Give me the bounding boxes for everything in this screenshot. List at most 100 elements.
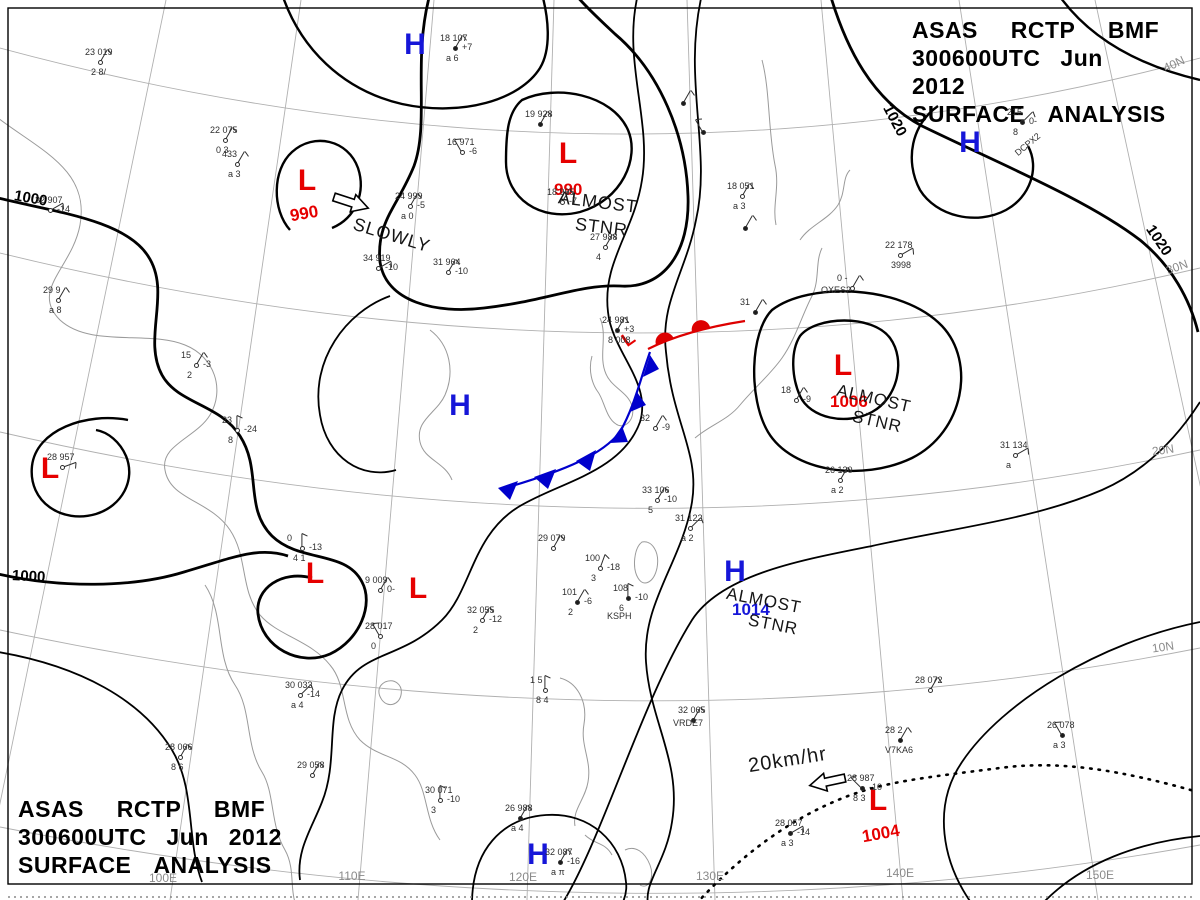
station-circle-icon: [479, 617, 485, 623]
station-circle-icon: [59, 464, 65, 470]
station-circle-icon: [602, 244, 608, 250]
station-text-top: 15: [181, 350, 192, 360]
station-text-bottom: 5: [648, 505, 654, 515]
station-circle-icon: [47, 207, 53, 213]
station-text-top: 1 5: [530, 675, 543, 685]
high-center: H: [404, 28, 426, 61]
station-circle-icon: [597, 565, 603, 571]
station-text-right: -12: [489, 614, 503, 624]
station-text-right: -18: [607, 562, 621, 572]
station-circle-icon: [377, 633, 383, 639]
station-text-top: 32: [640, 413, 651, 423]
station-circle-icon: [542, 687, 548, 693]
title-line-1: ASAS RCTP BMF: [18, 796, 266, 822]
station-text-top: 24 981: [602, 315, 630, 325]
title-line-3: SURFACE ANALYSIS: [912, 101, 1166, 127]
station-text-bottom: a 4: [291, 700, 304, 710]
station-text-top: 101: [562, 587, 578, 597]
station-circle-icon: [437, 797, 443, 803]
station-circle-icon: [407, 203, 413, 209]
high-center: H: [959, 126, 981, 159]
station-circle-icon: [837, 477, 843, 483]
station-text-bottom: a 2: [681, 533, 694, 543]
low-center: L: [297, 164, 317, 197]
station-text-bottom: 8: [1013, 127, 1019, 137]
station-text-bottom: 4 1: [293, 553, 306, 563]
station-circle-icon: [234, 427, 240, 433]
station-circle-icon: [1019, 119, 1025, 125]
station-text-bottom: 8 3: [853, 793, 866, 803]
station-text-top: 32 065: [678, 705, 706, 715]
station-text-top: VRDE7: [673, 718, 704, 728]
station-text-top: 30 033: [285, 680, 313, 690]
station-text-bottom: 0: [371, 641, 377, 651]
station-text-top: 28 987: [847, 773, 875, 783]
station-text-top: 28 017: [365, 621, 393, 631]
station-text-top: 29 058: [297, 760, 325, 770]
station-text-bottom: 2: [187, 370, 193, 380]
station-text-right: -6: [584, 596, 593, 606]
station-text-top: 31 134: [1000, 440, 1028, 450]
station-text-right: -10: [385, 262, 399, 272]
station-circle-icon: [559, 199, 565, 205]
high-center: H: [527, 838, 549, 871]
station-text-bottom: a: [1006, 460, 1012, 470]
station-circle-icon: [309, 772, 315, 778]
station-text-bottom: a 6: [446, 53, 459, 63]
station-text-top: V7KA6: [885, 745, 914, 755]
station-circle-icon: [859, 785, 865, 791]
station-text-top: 26 130: [825, 465, 853, 475]
warm-front: [647, 319, 746, 350]
station-text-top: 108: [613, 583, 629, 593]
station-text-bottom: a π: [551, 867, 565, 877]
station-text-top: 28 2: [885, 725, 903, 735]
station-circle-icon: [752, 309, 758, 315]
station-text-bottom: a 0: [401, 211, 414, 221]
station-circle-icon: [680, 100, 686, 106]
station-circle-icon: [625, 595, 631, 601]
station-circle-icon: [517, 815, 523, 821]
high-center-value: 1014: [732, 600, 770, 619]
station-text-top: 0: [287, 533, 293, 543]
station-circle-icon: [700, 129, 706, 135]
station-text-top: 18 107: [440, 33, 468, 43]
station-text-top: 16 971: [447, 137, 475, 147]
station-circle-icon: [793, 397, 799, 403]
station-text-bottom: a 3: [781, 838, 794, 848]
station-circle-icon: [687, 525, 693, 531]
station-circle-icon: [654, 497, 660, 503]
station-text-top: OXES2: [821, 285, 852, 295]
graticule-label: 120E: [508, 870, 538, 884]
title-line-2: 300600UTC Jun 2012: [18, 824, 282, 850]
graticule-label: 140E: [885, 866, 915, 880]
station-text-right: -3: [203, 359, 212, 369]
station-text-bottom: 8 008: [608, 335, 631, 345]
graticule-label: 20N: [1151, 441, 1175, 459]
station-text-top: 18 051: [727, 181, 755, 191]
station-text-top: 19 928: [525, 109, 553, 119]
dotted-boundary-line: [697, 764, 1200, 900]
high-center: H: [724, 555, 746, 588]
station-text-top: 18 965: [547, 187, 575, 197]
station-text-top: 34 919: [363, 253, 391, 263]
station-text-top: 22 075: [210, 125, 238, 135]
station-circle-icon: [234, 161, 240, 167]
station-circle-icon: [1012, 452, 1018, 458]
title-block-bottom-left: ASAS RCTP BMF 300600UTC Jun 2012 SURFACE…: [18, 795, 286, 879]
station-text-right: -6: [469, 146, 478, 156]
station-text-bottom: 4: [596, 252, 602, 262]
station-text-top: 18: [781, 385, 792, 395]
station-text-top: 433: [222, 149, 238, 159]
station-text-bottom: 0 3: [216, 145, 229, 155]
map-frame: [7, 7, 1193, 885]
station-text-bottom: 3: [591, 573, 597, 583]
station-circle-icon: [550, 545, 556, 551]
station-text-top: 32 087: [545, 847, 573, 857]
movement-arrow-slowly: [331, 192, 370, 213]
low-center: L: [833, 349, 853, 382]
station-circle-icon: [557, 859, 563, 865]
